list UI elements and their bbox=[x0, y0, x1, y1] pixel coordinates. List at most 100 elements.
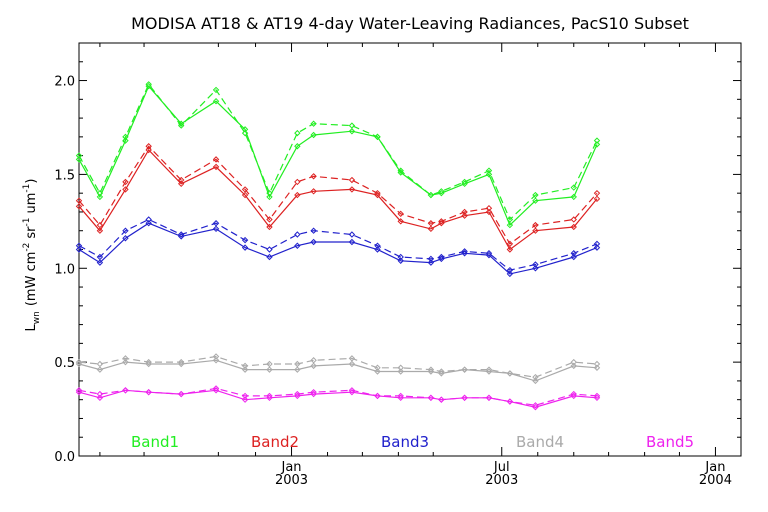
data-point bbox=[570, 250, 577, 257]
data-point bbox=[310, 362, 317, 370]
data-point bbox=[294, 191, 301, 199]
y-axis-label-unit: um bbox=[24, 193, 39, 214]
series-band3 bbox=[75, 216, 601, 278]
data-point bbox=[212, 220, 220, 227]
data-point bbox=[485, 366, 493, 373]
data-point bbox=[122, 355, 129, 362]
data-point bbox=[241, 191, 249, 199]
data-point bbox=[506, 216, 514, 223]
data-point bbox=[593, 137, 601, 144]
x-tick-year: 2003 bbox=[275, 473, 308, 488]
data-point bbox=[532, 227, 539, 234]
x-tick-year: 2004 bbox=[699, 473, 732, 488]
data-point bbox=[294, 242, 301, 249]
data-point bbox=[593, 240, 601, 248]
data-point bbox=[506, 398, 514, 405]
data-point bbox=[438, 396, 445, 403]
data-point bbox=[294, 129, 301, 137]
data-point bbox=[122, 227, 129, 234]
data-point bbox=[348, 122, 356, 129]
data-point bbox=[310, 238, 317, 246]
legend-entry-band5: Band5 bbox=[646, 433, 694, 451]
data-point bbox=[348, 387, 356, 394]
data-point bbox=[310, 131, 317, 139]
data-point bbox=[506, 246, 514, 253]
data-point bbox=[397, 392, 404, 400]
data-point bbox=[212, 385, 220, 392]
series-line-dashed bbox=[78, 387, 598, 406]
legend-entry-band2: Band2 bbox=[251, 433, 299, 451]
data-point bbox=[177, 176, 185, 184]
data-point bbox=[461, 212, 468, 219]
data-point bbox=[310, 173, 317, 180]
data-point bbox=[266, 246, 273, 253]
data-point bbox=[122, 178, 129, 186]
data-point bbox=[122, 186, 129, 193]
data-point bbox=[532, 191, 539, 199]
data-point bbox=[397, 218, 404, 225]
series-line-dashed bbox=[78, 355, 598, 378]
y-axis-label-main: L bbox=[24, 323, 39, 331]
series-line-solid bbox=[78, 222, 598, 275]
data-point bbox=[122, 235, 129, 242]
data-point bbox=[294, 390, 301, 398]
data-point bbox=[374, 242, 381, 249]
data-point bbox=[241, 362, 249, 370]
data-point bbox=[294, 178, 301, 186]
data-point bbox=[310, 188, 317, 195]
legend: Band1 Band2 Band3 Band4 Band5 bbox=[131, 433, 694, 451]
data-point bbox=[397, 368, 404, 375]
data-point bbox=[96, 221, 104, 229]
data-point bbox=[506, 221, 514, 229]
data-point bbox=[427, 259, 435, 266]
data-point bbox=[570, 193, 577, 201]
series-line-dashed bbox=[78, 83, 598, 221]
series-band2 bbox=[75, 143, 601, 253]
data-point bbox=[485, 204, 493, 212]
data-point bbox=[427, 220, 435, 227]
data-point bbox=[266, 223, 273, 231]
series-line-dashed bbox=[78, 145, 598, 245]
data-point bbox=[348, 186, 356, 193]
data-point bbox=[241, 396, 249, 403]
data-point bbox=[96, 227, 104, 234]
data-point bbox=[294, 143, 301, 150]
data-point bbox=[310, 120, 317, 127]
series-line-solid bbox=[78, 85, 598, 227]
data-point bbox=[532, 265, 539, 272]
data-point bbox=[532, 402, 539, 409]
data-point bbox=[532, 197, 539, 204]
data-point bbox=[75, 197, 83, 204]
data-point bbox=[212, 97, 220, 105]
data-point bbox=[438, 368, 445, 375]
data-point bbox=[570, 358, 577, 366]
x-tick-year: 2003 bbox=[485, 473, 518, 488]
data-point bbox=[506, 270, 514, 278]
data-point bbox=[397, 257, 404, 264]
data-point bbox=[374, 133, 381, 141]
data-point bbox=[532, 221, 539, 229]
data-point bbox=[348, 231, 356, 238]
data-point bbox=[241, 129, 249, 137]
data-point bbox=[461, 248, 468, 255]
data-point bbox=[593, 195, 601, 203]
data-point bbox=[593, 244, 601, 251]
data-point bbox=[310, 227, 317, 234]
data-point bbox=[427, 255, 435, 263]
data-point bbox=[348, 238, 356, 246]
data-point bbox=[96, 366, 104, 373]
x-tick-label: Jan bbox=[281, 460, 302, 475]
data-point bbox=[506, 266, 514, 274]
series-line-dashed bbox=[78, 218, 598, 271]
data-point bbox=[532, 373, 539, 381]
data-point bbox=[145, 81, 152, 88]
data-point bbox=[438, 253, 445, 261]
data-point bbox=[145, 220, 152, 227]
data-point bbox=[570, 223, 577, 231]
data-point bbox=[294, 231, 301, 238]
data-point bbox=[461, 366, 468, 373]
data-point bbox=[427, 225, 435, 233]
data-point bbox=[75, 387, 83, 394]
data-point bbox=[294, 366, 301, 373]
